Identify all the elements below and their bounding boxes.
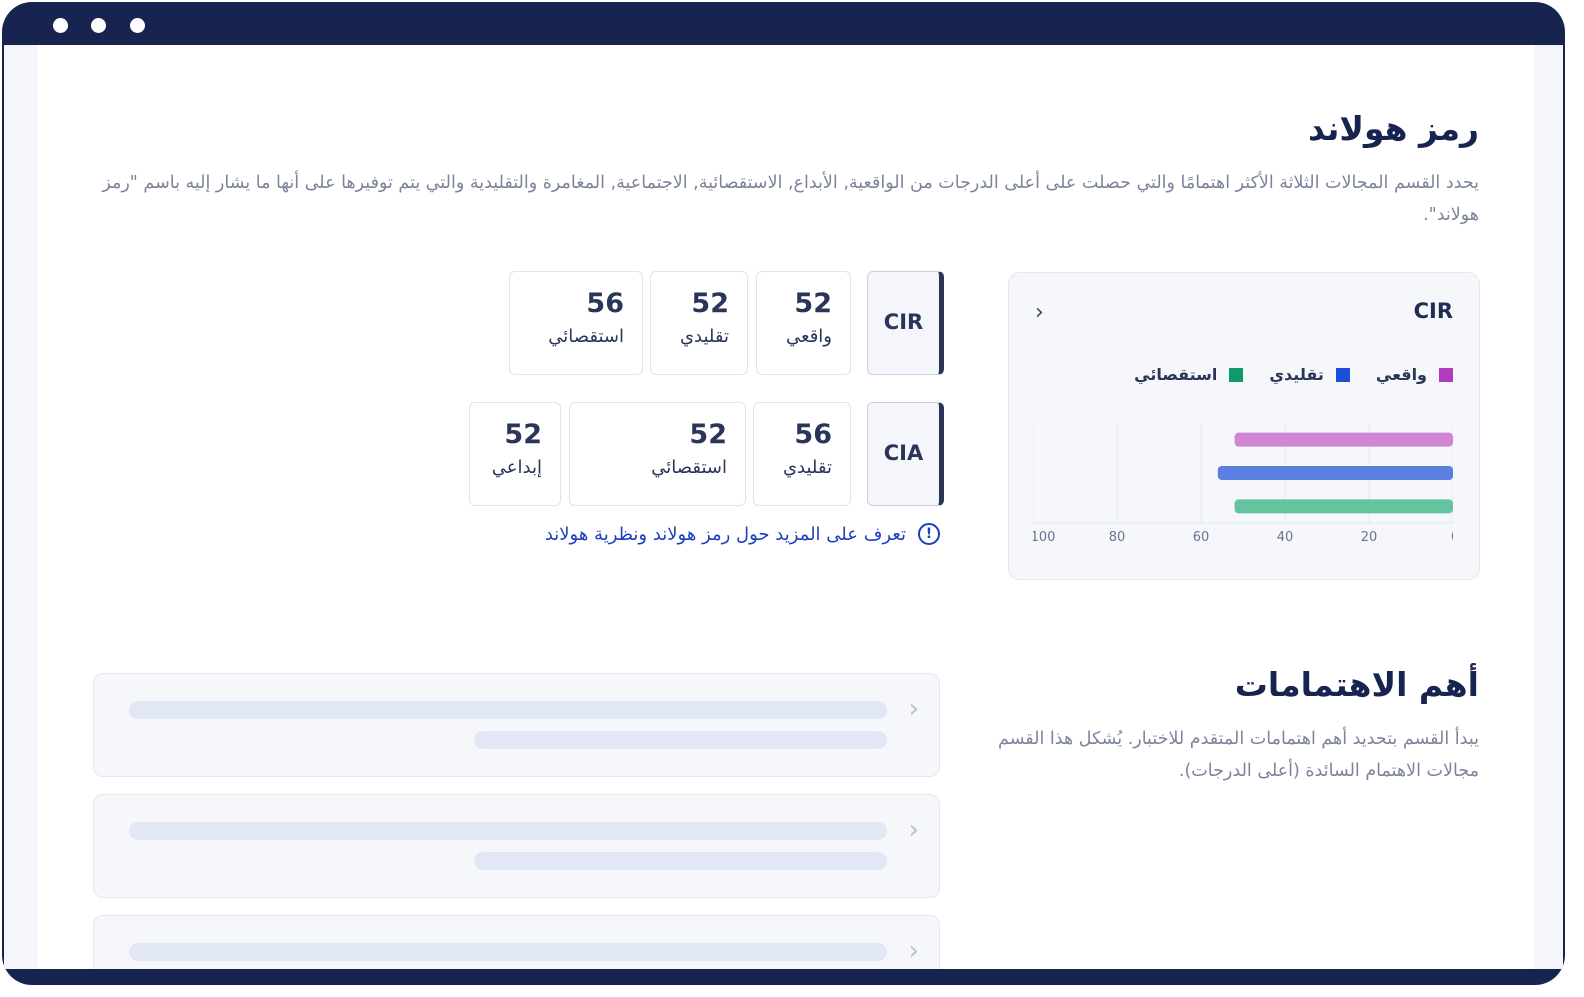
chart-legend: واقعي تقليدي استقصائي (1134, 365, 1453, 384)
skeleton-line (129, 943, 887, 961)
score-label: تقليدي (680, 326, 729, 347)
legend-swatch (1439, 368, 1453, 382)
score-tile: 52 واقعي (756, 271, 851, 375)
score-label: إبداعي (492, 457, 542, 478)
x-tick-label: 80 (1109, 530, 1126, 543)
learn-more-label: تعرف على المزيد حول رمز هولاند ونظرية هو… (545, 524, 906, 545)
score-label: استقصائي (548, 326, 624, 347)
score-label: تقليدي (783, 457, 832, 478)
learn-more-link[interactable]: ! تعرف على المزيد حول رمز هولاند ونظرية … (500, 523, 940, 545)
score-tile: 52 إبداعي (469, 402, 561, 506)
page-viewport: رمز هولاند يحدد القسم المجالات الثلاثة ا… (4, 45, 1563, 969)
score-tile: 52 تقليدي (650, 271, 748, 375)
legend-item: استقصائي (1134, 365, 1243, 384)
score-label: واقعي (786, 326, 832, 347)
holland-title: رمز هولاند (1308, 109, 1479, 148)
chevron-left-icon[interactable]: ‹ (909, 696, 919, 722)
chart-card-title: CIR (1414, 299, 1453, 323)
skeleton-item[interactable]: ‹ (93, 915, 940, 969)
legend-swatch (1229, 368, 1243, 382)
skeleton-line (474, 852, 887, 870)
window-titlebar (2, 2, 1565, 45)
report-sheet: رمز هولاند يحدد القسم المجالات الثلاثة ا… (38, 45, 1534, 969)
legend-swatch (1336, 368, 1350, 382)
x-tick-label: 60 (1193, 530, 1210, 543)
chevron-left-icon[interactable]: ‹ (909, 938, 919, 964)
code-badge-cia[interactable]: CIA (867, 402, 944, 506)
bar-2[interactable] (1218, 466, 1453, 480)
code-label: CIR (868, 310, 939, 334)
skeleton-line (474, 731, 887, 749)
legend-label: استقصائي (1134, 365, 1217, 384)
score-value: 56 (586, 288, 624, 319)
score-label: استقصائي (651, 457, 727, 478)
interests-description: يبدأ القسم بتحديد أهم اهتمامات المتقدم ل… (979, 723, 1479, 787)
legend-item: تقليدي (1269, 365, 1350, 384)
chart-card: CIR ‹ واقعي تقليدي استقصائي (1008, 272, 1480, 580)
score-value: 52 (691, 288, 729, 319)
score-tile: 56 تقليدي (753, 402, 851, 506)
score-value: 52 (794, 288, 832, 319)
interests-title: أهم الاهتمامات (1235, 665, 1479, 704)
skeleton-line (129, 822, 887, 840)
skeleton-item[interactable]: ‹ (93, 673, 940, 777)
score-value: 52 (689, 419, 727, 450)
code-label: CIA (868, 441, 939, 465)
legend-label: تقليدي (1269, 365, 1324, 384)
x-tick-label: 40 (1277, 530, 1294, 543)
bar-chart: 0 20 40 60 80 100 (1033, 423, 1453, 543)
skeleton-item[interactable]: ‹ (93, 794, 940, 898)
x-tick-label: 20 (1361, 530, 1378, 543)
x-tick-label: 100 (1033, 530, 1055, 543)
code-badge-cir[interactable]: CIR (867, 271, 944, 375)
score-tile: 56 استقصائي (509, 271, 643, 375)
chevron-left-icon[interactable]: ‹ (1035, 303, 1044, 323)
bar-1[interactable] (1235, 433, 1453, 447)
browser-window: رمز هولاند يحدد القسم المجالات الثلاثة ا… (2, 2, 1565, 985)
window-dot-icon[interactable] (130, 18, 145, 33)
window-dot-icon[interactable] (91, 18, 106, 33)
bar-3[interactable] (1235, 499, 1453, 513)
info-icon: ! (918, 523, 940, 545)
x-tick-label: 0 (1451, 530, 1453, 543)
skeleton-line (129, 701, 887, 719)
legend-label: واقعي (1376, 365, 1427, 384)
holland-description: يحدد القسم المجالات الثلاثة الأكثر اهتما… (99, 167, 1479, 231)
window-dot-icon[interactable] (53, 18, 68, 33)
score-tile: 52 استقصائي (569, 402, 746, 506)
chevron-left-icon[interactable]: ‹ (909, 817, 919, 843)
score-value: 56 (794, 419, 832, 450)
legend-item: واقعي (1376, 365, 1453, 384)
score-value: 52 (504, 419, 542, 450)
